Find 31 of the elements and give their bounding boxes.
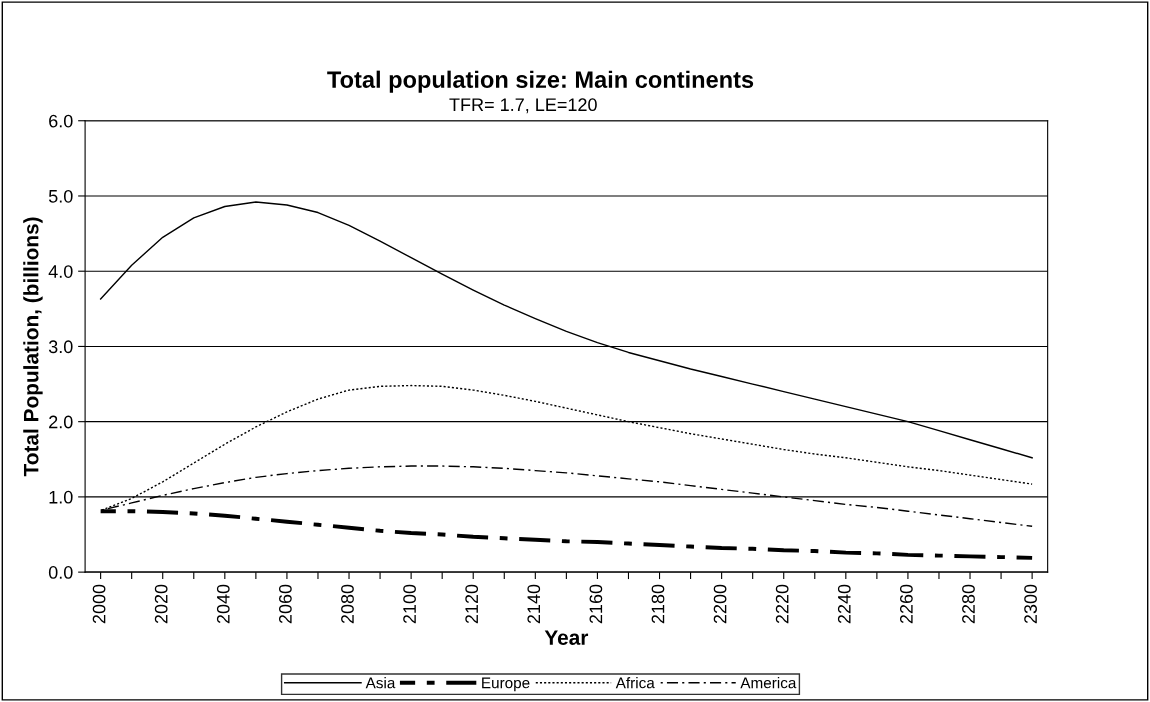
chart-subtitle: TFR= 1.7, LE=120 bbox=[449, 98, 597, 114]
y-tick-label: 0.0 bbox=[48, 566, 73, 579]
x-tick-label: 2140 bbox=[527, 584, 541, 624]
chart-title: Total population size: Main continents bbox=[327, 70, 754, 93]
x-tick-label: 2120 bbox=[465, 584, 479, 624]
legend-label: America bbox=[740, 677, 797, 689]
y-tick-label: 3.0 bbox=[48, 340, 73, 354]
x-tick-label: 2280 bbox=[962, 584, 975, 624]
x-tick-label: 2200 bbox=[713, 584, 727, 624]
x-tick-label: 2000 bbox=[92, 584, 106, 624]
x-tick-label: 2080 bbox=[341, 584, 354, 624]
legend-label: Europe bbox=[482, 677, 530, 692]
y-tick-label: 1.0 bbox=[49, 490, 73, 504]
y-tick-label: 2.0 bbox=[49, 415, 73, 429]
x-tick-label: 2240 bbox=[837, 584, 851, 624]
x-tick-label: 2260 bbox=[899, 584, 913, 624]
x-tick-label: 2100 bbox=[403, 584, 416, 624]
x-tick-label: 2180 bbox=[651, 584, 665, 624]
legend-label: Asia bbox=[365, 677, 396, 689]
x-tick-label: 2300 bbox=[1024, 584, 1037, 624]
y-tick-label: 4.0 bbox=[48, 265, 73, 278]
x-tick-label: 2020 bbox=[154, 584, 168, 624]
legend-label: Africa bbox=[615, 677, 655, 689]
y-tick-label: 5.0 bbox=[48, 189, 73, 203]
x-tick-label: 2040 bbox=[216, 584, 230, 624]
x-tick-label: 2160 bbox=[589, 584, 603, 624]
x-axis-title: Year bbox=[544, 630, 589, 645]
y-axis-title: Total Population, (billions) bbox=[23, 217, 43, 477]
x-tick-label: 2220 bbox=[775, 584, 789, 624]
y-tick-label: 6.0 bbox=[49, 114, 73, 128]
x-tick-label: 2060 bbox=[278, 584, 292, 624]
